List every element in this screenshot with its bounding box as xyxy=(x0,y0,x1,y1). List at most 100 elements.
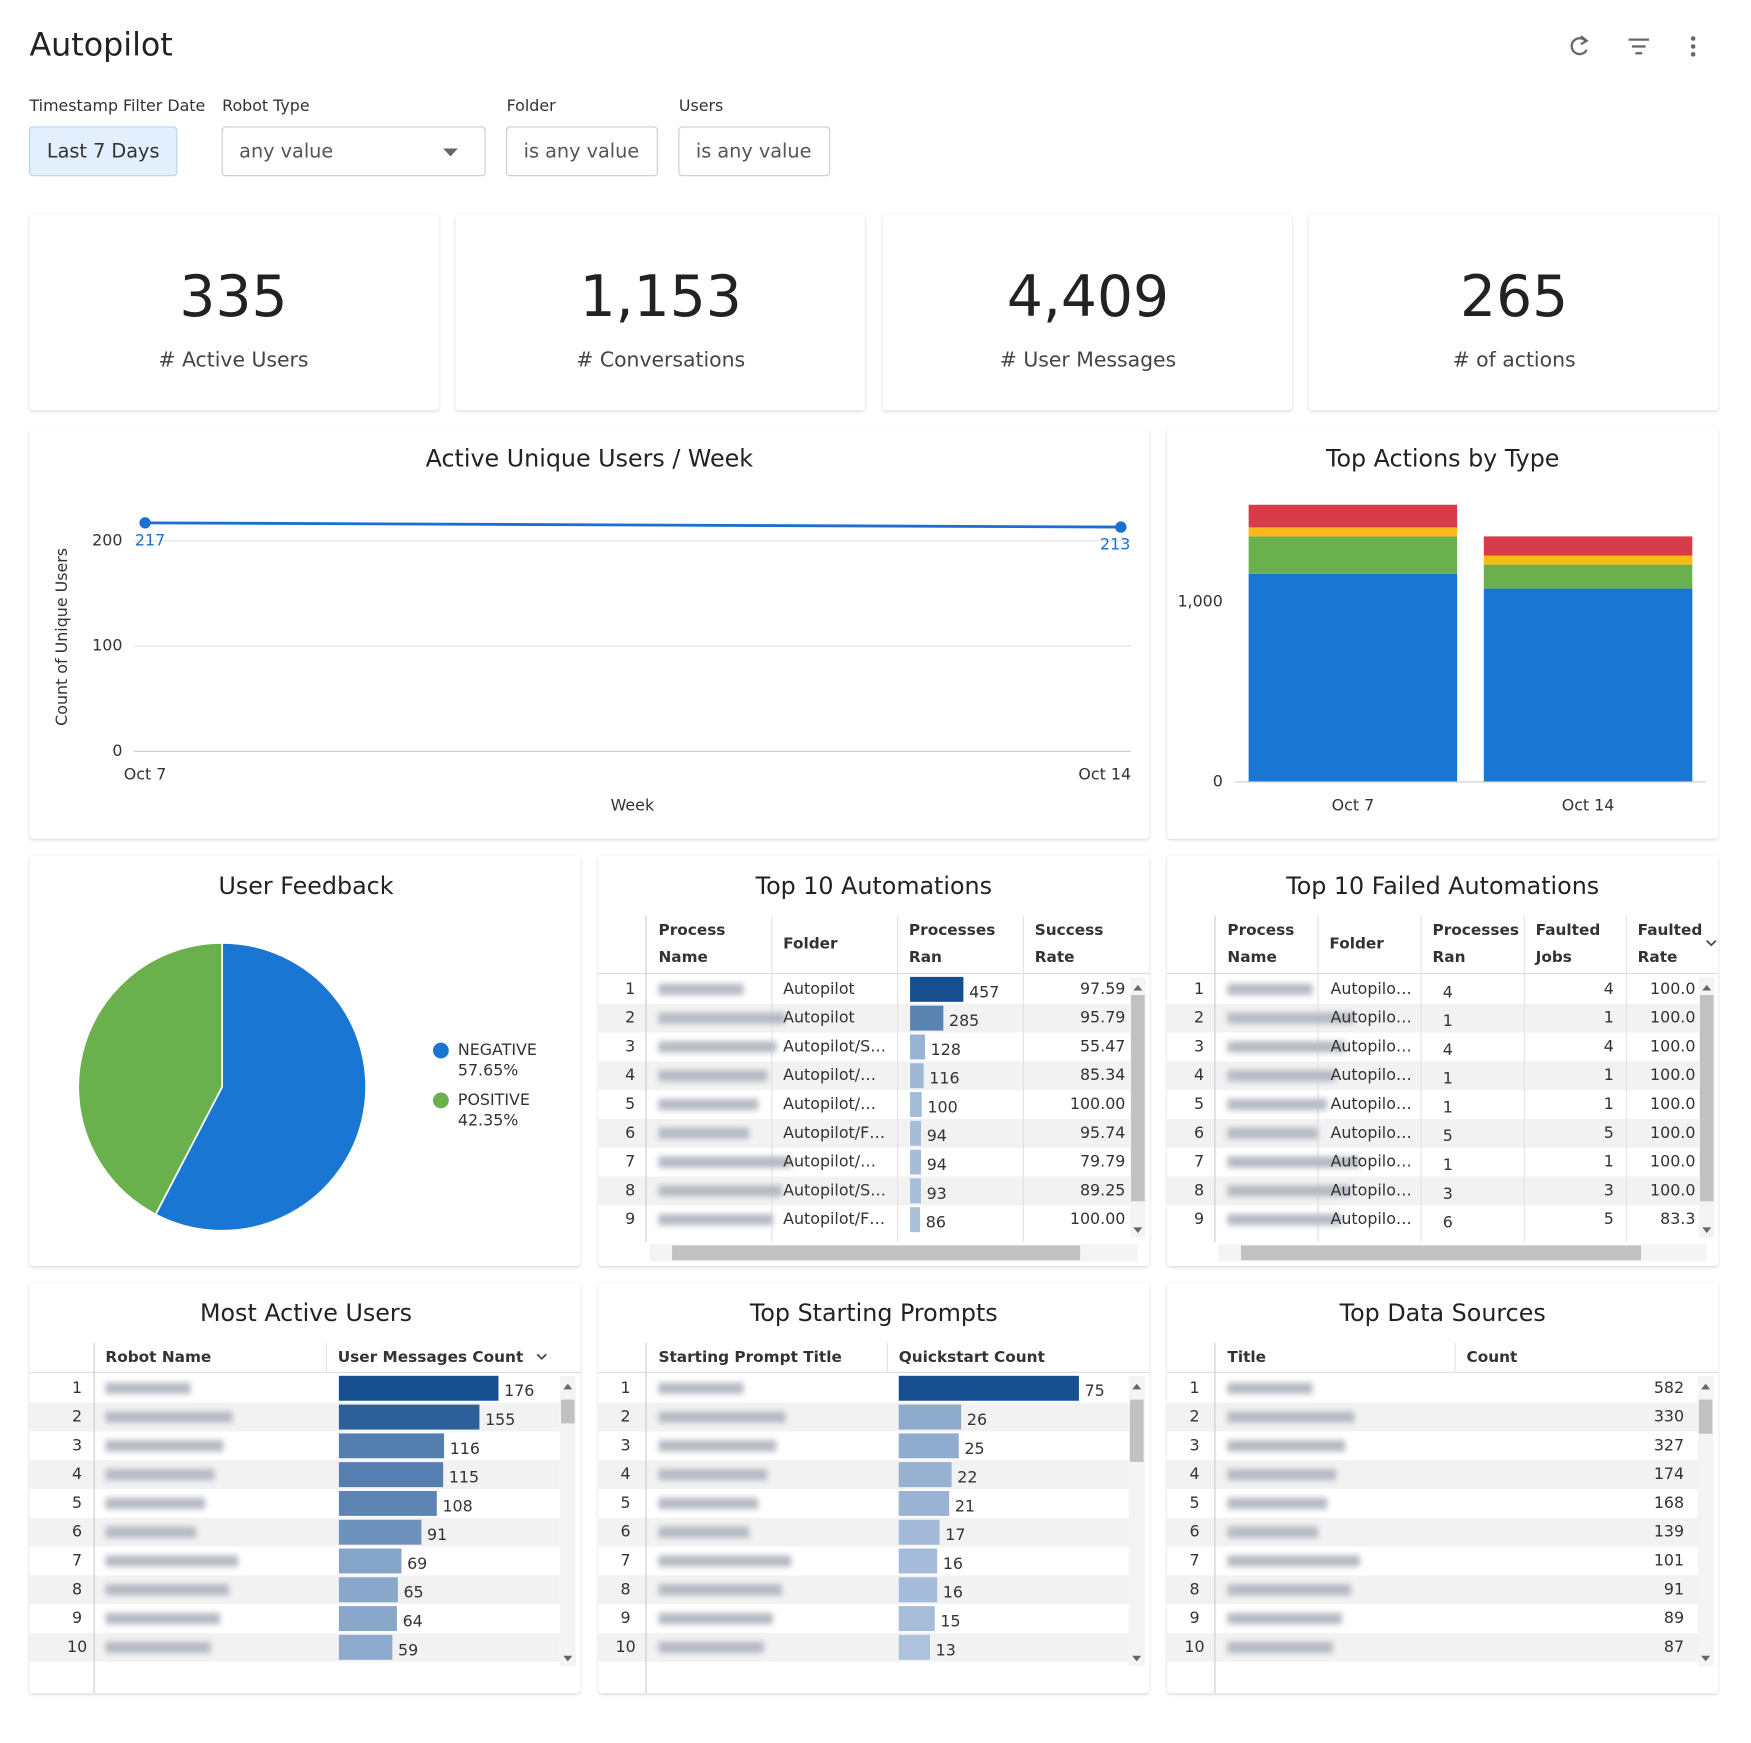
kpi-value: 1,153 xyxy=(580,264,742,330)
table-bar xyxy=(910,1092,922,1117)
row-index: 10 xyxy=(1184,1637,1204,1656)
table-bar xyxy=(898,1404,962,1430)
filter-box[interactable] xyxy=(221,126,486,177)
column-header[interactable]: Count xyxy=(1466,1348,1518,1367)
cell-text: 5 xyxy=(1604,1123,1614,1142)
cell-value: 64 xyxy=(403,1611,423,1630)
column-header[interactable]: Faulted Jobs xyxy=(1535,921,1601,967)
column-header[interactable]: Faulted Rate xyxy=(1637,921,1703,967)
filter-value[interactable]: any value xyxy=(239,139,333,162)
blurred-text xyxy=(1227,1382,1313,1394)
row-index: 6 xyxy=(1194,1123,1204,1142)
bar-segment xyxy=(1483,564,1693,589)
table-bar xyxy=(898,1433,959,1459)
filter-box[interactable] xyxy=(678,126,831,177)
row-index: 2 xyxy=(625,1008,635,1027)
cell-text: 95.79 xyxy=(1080,1008,1125,1027)
table-bar xyxy=(898,1519,940,1545)
filter-icon[interactable] xyxy=(1628,38,1649,55)
legend-marker xyxy=(432,1092,449,1109)
cell-text: 100.0 xyxy=(1650,1094,1695,1113)
cell-text: 4 xyxy=(1604,979,1614,998)
row-index: 5 xyxy=(72,1493,82,1512)
cell-text: 85.34 xyxy=(1080,1065,1125,1084)
cell-text: Autopilo… xyxy=(1331,1209,1412,1228)
row-index: 9 xyxy=(621,1608,631,1627)
y-tick-label: 0 xyxy=(112,741,122,760)
line xyxy=(145,521,1121,529)
scrollbar-thumb xyxy=(1699,995,1714,1202)
blurred-text xyxy=(658,1156,792,1168)
cell-text: 101 xyxy=(1654,1550,1684,1569)
column-header[interactable]: Processes Ran xyxy=(1432,921,1519,967)
cell-text: Autopilo… xyxy=(1331,1123,1412,1142)
blurred-text xyxy=(105,1411,233,1423)
cell-value: 69 xyxy=(407,1554,427,1573)
column-header[interactable]: Quickstart Count xyxy=(898,1348,1045,1367)
filter-value[interactable]: Last 7 Days xyxy=(47,139,160,162)
column-header[interactable]: User Messages Count xyxy=(337,1348,524,1367)
row-index: 9 xyxy=(1194,1209,1204,1228)
cell-text: 1 xyxy=(1443,1097,1453,1116)
column-header[interactable]: Process Name xyxy=(1227,921,1295,967)
scroll-down xyxy=(1701,1655,1711,1662)
blurred-text xyxy=(1227,1213,1342,1226)
row-index: 7 xyxy=(1194,1152,1204,1171)
blurred-text xyxy=(1227,1497,1328,1510)
filter-box[interactable] xyxy=(28,126,178,177)
cell-text: 100.0 xyxy=(1650,979,1695,998)
cell-value: 21 xyxy=(955,1496,975,1515)
column-header-box: Quickstart Count xyxy=(898,1348,1045,1367)
blurred-text xyxy=(105,1584,229,1596)
column-header-box: Success Rate xyxy=(1034,921,1104,967)
cell-text: Autopilo… xyxy=(1331,1094,1412,1113)
point xyxy=(139,517,151,529)
cell-text: 327 xyxy=(1654,1435,1684,1454)
blurred-text xyxy=(658,983,744,996)
dropdown-arrow[interactable] xyxy=(443,148,458,157)
row-index: 3 xyxy=(72,1435,82,1454)
column-header[interactable]: Process Name xyxy=(658,921,726,967)
filter-box[interactable] xyxy=(506,126,658,177)
column-header[interactable]: Processes Ran xyxy=(908,921,996,967)
blurred-text xyxy=(1227,1641,1333,1654)
column-header[interactable]: Success Rate xyxy=(1034,921,1104,967)
blurred-text xyxy=(105,1526,197,1538)
scroll-down xyxy=(1702,1227,1712,1234)
cell-text: 100.0 xyxy=(1650,1008,1695,1027)
scrollbar-thumb xyxy=(1698,1399,1713,1434)
bar-segment xyxy=(1483,536,1693,556)
blurred-text xyxy=(105,1641,211,1654)
scrollbar-thumb xyxy=(561,1399,575,1424)
row-index: 1 xyxy=(625,979,635,998)
row-index: 4 xyxy=(1189,1464,1199,1483)
column-header[interactable]: Starting Prompt Title xyxy=(658,1348,842,1367)
cell-text: 582 xyxy=(1654,1378,1684,1397)
cell-text: 100.0 xyxy=(1650,1123,1695,1142)
x-tick-label: Oct 7 xyxy=(1332,795,1375,814)
filter-label: Folder xyxy=(507,96,556,115)
cell-text: 1 xyxy=(1604,1065,1614,1084)
x-tick-label: Oct 7 xyxy=(124,765,167,784)
cell-value: 15 xyxy=(940,1611,960,1630)
kpi-label: # Conversations xyxy=(576,347,745,371)
column-header[interactable]: Folder xyxy=(783,934,838,954)
data-label: 217 xyxy=(135,530,165,549)
y-tick-label: 100 xyxy=(92,636,122,655)
kpi-card xyxy=(29,214,439,411)
bar-segment xyxy=(1483,588,1693,782)
cell-text: 100.0 xyxy=(1650,1036,1695,1055)
kpi-label: # User Messages xyxy=(1000,347,1176,371)
blurred-text xyxy=(105,1555,239,1567)
refresh-icon[interactable] xyxy=(1570,35,1589,56)
blurred-text xyxy=(658,1468,768,1481)
filter-value[interactable]: is any value xyxy=(696,139,812,162)
filter-value[interactable]: is any value xyxy=(524,139,640,162)
column-header[interactable]: Title xyxy=(1227,1348,1267,1367)
cell-text: Autopilot xyxy=(783,979,855,998)
column-header[interactable]: Folder xyxy=(1329,934,1384,954)
legend-label: POSITIVE xyxy=(458,1090,530,1109)
column-header[interactable]: Robot Name xyxy=(105,1348,212,1367)
menu-icon[interactable] xyxy=(1690,36,1696,57)
cell-value: 108 xyxy=(442,1496,472,1515)
